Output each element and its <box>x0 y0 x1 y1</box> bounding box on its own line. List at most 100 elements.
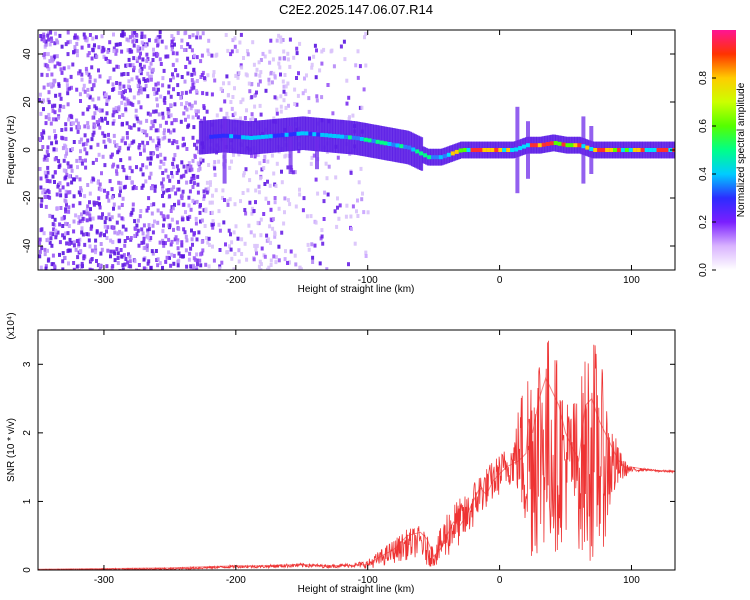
spectrogram-noise-cell <box>86 87 90 92</box>
spectrogram-noise-cell <box>72 267 76 270</box>
spectrogram-noise-cell <box>198 210 202 215</box>
spectrogram-core-cell <box>272 133 277 138</box>
spectrogram-noise-cell <box>58 222 62 227</box>
spectrogram-core-cell <box>411 147 416 152</box>
spectrogram-noise-cell <box>229 100 233 104</box>
spectrogram-noise-cell <box>218 266 222 270</box>
spectrogram-noise-cell <box>80 158 84 163</box>
spectrogram-noise-cell <box>156 257 160 262</box>
spectrogram-noise-cell <box>51 108 55 113</box>
spectrogram-noise-cell <box>61 259 65 264</box>
spectrogram-noise-cell <box>213 160 217 165</box>
spectrogram-noise-cell <box>42 34 46 39</box>
spectrogram-noise-cell <box>251 40 255 45</box>
spectrogram-noise-cell <box>151 230 155 235</box>
spectrogram-noise-cell <box>112 67 116 72</box>
spectrogram-noise-cell <box>71 62 75 67</box>
spectrogram-noise-cell <box>185 180 189 185</box>
spectrogram-noise-cell <box>280 169 283 174</box>
spectrogram-noise-cell <box>123 102 127 107</box>
spectrogram-noise-cell <box>40 135 44 140</box>
spectrogram-noise-cell <box>49 121 53 126</box>
spectrogram-noise-cell <box>172 128 176 133</box>
spectrogram-noise-cell <box>66 190 70 195</box>
spectrogram-noise-cell <box>312 153 316 158</box>
spectrogram-noise-cell <box>76 53 79 58</box>
spectrogram-noise-cell <box>196 31 200 36</box>
spectrogram-noise-cell <box>87 43 91 48</box>
spectrogram-noise-cell <box>107 198 111 203</box>
spectrogram-noise-cell <box>229 232 232 237</box>
spectrogram-noise-cell <box>70 121 74 126</box>
spectrogram-noise-cell <box>41 190 45 195</box>
spectrogram-noise-cell <box>322 47 326 52</box>
spectrogram-noise-cell <box>95 229 99 234</box>
spectrogram-noise-cell <box>199 252 203 257</box>
spectrogram-noise-cell <box>38 97 41 102</box>
spectrogram-noise-cell <box>192 85 196 90</box>
spectrogram-noise-cell <box>150 211 154 216</box>
spectrogram-noise-cell <box>66 182 70 187</box>
spectrogram-noise-cell <box>306 242 310 247</box>
spectrogram-noise-cell <box>62 66 66 71</box>
spectrogram-noise-cell <box>91 160 95 165</box>
spectrogram-noise-cell <box>196 174 200 179</box>
spectrogram-core-cell <box>351 135 356 140</box>
spectrogram-noise-cell <box>171 72 174 77</box>
spectrogram-noise-cell <box>249 230 253 235</box>
spectrogram-noise-cell <box>360 105 364 110</box>
spectrogram-noise-cell <box>356 49 360 54</box>
spectrogram-noise-cell <box>318 261 322 266</box>
spectrogram-core-cell <box>435 155 439 160</box>
spectrogram-noise-cell <box>212 70 216 75</box>
spectrogram-noise-cell <box>286 57 290 62</box>
spectrogram-noise-cell <box>132 65 136 70</box>
spectrogram-noise-cell <box>114 42 118 47</box>
spectrogram-burst <box>288 126 293 174</box>
spectrogram-noise-cell <box>199 263 203 268</box>
spectrogram-noise-cell <box>88 191 92 196</box>
spectrogram-noise-cell <box>43 195 47 199</box>
spectrogram-noise-cell <box>145 243 149 248</box>
spectrogram-noise-cell <box>68 237 72 242</box>
spectrogram-noise-cell <box>226 115 230 120</box>
spectrogram-noise-cell <box>184 65 188 69</box>
spectrogram-noise-cell <box>279 104 283 109</box>
snr-trend-line <box>38 376 675 570</box>
spectrogram-noise-cell <box>100 247 104 252</box>
spectrogram-noise-cell <box>227 81 231 86</box>
spectrogram-noise-cell <box>295 76 298 80</box>
spectrogram-noise-cell <box>133 233 137 238</box>
spectrogram-noise-cell <box>111 264 115 269</box>
spectrogram-noise-cell <box>170 171 174 175</box>
spectrogram-noise-cell <box>73 45 77 50</box>
spectrogram-noise-cell <box>229 247 233 252</box>
spectrogram-noise-cell <box>182 173 186 178</box>
spectrogram-core-cell <box>502 148 507 152</box>
spectrogram-noise-cell <box>152 52 156 57</box>
spectrogram-noise-cell <box>143 129 147 134</box>
spectrogram-noise-cell <box>56 61 60 66</box>
spectrogram-noise-cell <box>97 196 101 201</box>
spectrogram-noise-cell <box>173 202 176 207</box>
spectrogram-noise-cell <box>262 166 266 170</box>
spectrogram-core-cell <box>221 133 226 138</box>
spectrogram-noise-cell <box>117 180 121 185</box>
spectrogram-noise-cell <box>228 165 232 170</box>
spectrogram-noise-cell <box>153 188 157 193</box>
spectrogram-noise-cell <box>87 72 91 77</box>
spectrogram-noise-cell <box>191 174 195 178</box>
spectrogram-noise-cell <box>116 261 120 265</box>
spectrogram-noise-cell <box>215 113 219 118</box>
spectrogram-noise-cell <box>176 168 180 173</box>
spectrogram-noise-cell <box>167 237 171 242</box>
spectrogram-noise-cell <box>131 207 135 212</box>
spectrogram-noise-cell <box>139 209 143 213</box>
spectrogram-noise-cell <box>42 32 46 37</box>
spectrogram-core-cell <box>628 148 633 152</box>
spectrogram-noise-cell <box>98 263 102 268</box>
spectrogram-noise-cell <box>183 48 186 52</box>
spectrogram-noise-cell <box>287 103 290 108</box>
spectrogram-noise-cell <box>226 250 230 255</box>
spectrogram-noise-cell <box>320 95 324 100</box>
